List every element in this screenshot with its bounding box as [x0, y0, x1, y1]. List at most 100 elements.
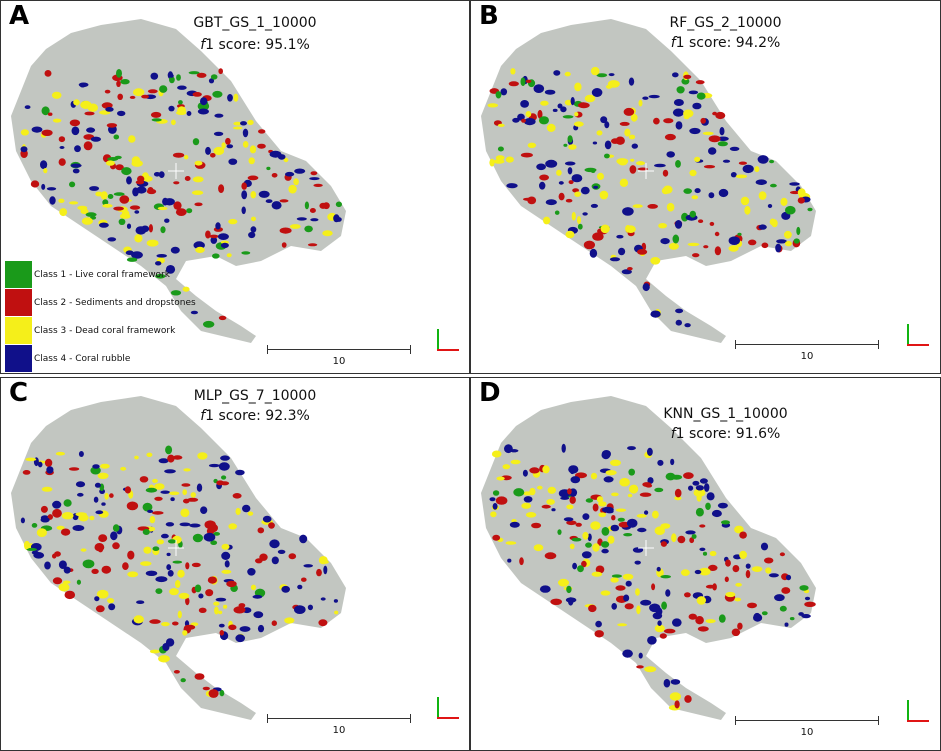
class-patch — [693, 488, 706, 497]
class-patch — [587, 533, 592, 542]
class-patch — [604, 153, 610, 159]
class-patch — [536, 163, 546, 171]
crosshair-icon — [168, 540, 184, 556]
class-patch — [183, 498, 190, 504]
class-patch — [30, 180, 40, 188]
legend-item: Class 2 - Sediments and dropstones — [5, 289, 196, 316]
class-patch — [297, 584, 303, 590]
class-patch — [544, 89, 556, 95]
class-patch — [107, 598, 115, 604]
class-patch — [730, 172, 737, 178]
class-patch — [781, 587, 791, 594]
class-patch — [717, 141, 728, 147]
class-patch — [215, 222, 221, 230]
class-patch — [789, 182, 800, 186]
class-patch — [238, 603, 246, 608]
class-patch — [539, 181, 546, 190]
class-patch — [152, 511, 164, 515]
class-patch — [556, 169, 562, 176]
class-patch — [502, 464, 511, 470]
class-patch — [523, 491, 532, 496]
class-patch — [708, 564, 718, 571]
class-patch — [554, 210, 560, 215]
class-patch — [568, 144, 577, 150]
class-patch — [304, 225, 313, 233]
class-patch — [692, 253, 700, 258]
class-patch — [618, 247, 626, 256]
class-patch — [557, 103, 563, 109]
class-patch — [121, 167, 132, 176]
class-patch — [703, 165, 716, 169]
class-patch — [505, 541, 517, 545]
class-patch — [191, 562, 201, 568]
class-patch — [761, 242, 769, 249]
class-patch — [247, 568, 256, 576]
class-patch — [147, 89, 158, 94]
class-patch — [20, 146, 28, 153]
class-patch — [233, 121, 242, 126]
class-patch — [60, 528, 71, 536]
class-patch — [149, 619, 161, 624]
class-patch — [796, 226, 801, 236]
class-patch — [583, 240, 595, 250]
class-patch — [316, 568, 322, 577]
class-patch — [755, 179, 767, 185]
class-patch — [725, 591, 736, 598]
class-patch — [221, 142, 226, 149]
class-patch — [198, 607, 207, 613]
class-patch — [124, 486, 131, 494]
class-patch — [738, 161, 747, 165]
class-patch — [592, 503, 599, 512]
legend-label: Class 2 - Sediments and dropstones — [34, 297, 196, 308]
class-patch — [619, 178, 629, 187]
class-patch — [715, 111, 726, 120]
class-patch — [69, 119, 81, 127]
class-patch — [109, 493, 114, 498]
segmentation-map — [481, 396, 816, 720]
class-patch — [158, 458, 169, 464]
class-patch — [644, 666, 657, 673]
class-patch — [218, 610, 223, 615]
class-patch — [73, 99, 80, 106]
class-patch — [108, 603, 116, 611]
class-patch — [112, 524, 120, 532]
class-patch — [62, 580, 71, 584]
class-patch — [241, 190, 248, 200]
class-patch — [198, 593, 204, 599]
class-patch — [544, 552, 557, 560]
class-patch — [574, 191, 581, 197]
class-patch — [212, 90, 223, 98]
class-patch — [129, 205, 141, 210]
class-patch — [601, 548, 609, 554]
class-patch — [178, 592, 190, 599]
class-patch — [310, 171, 318, 176]
class-patch — [97, 472, 109, 479]
class-patch — [228, 523, 237, 530]
class-patch — [597, 172, 604, 180]
class-patch — [590, 472, 598, 480]
legend-swatch — [5, 289, 32, 316]
class-patch — [49, 196, 56, 205]
scale-label: 10 — [800, 727, 814, 738]
class-patch — [623, 533, 633, 537]
class-patch — [89, 186, 100, 191]
class-patch — [747, 602, 757, 609]
class-patch — [307, 243, 318, 247]
class-patch — [23, 540, 30, 550]
class-patch — [281, 585, 291, 593]
class-patch — [687, 242, 700, 247]
class-patch — [540, 100, 549, 106]
class-patch — [135, 226, 147, 235]
class-patch — [188, 71, 200, 75]
class-patch — [232, 493, 242, 499]
class-patch — [169, 491, 180, 496]
class-patch — [547, 486, 556, 494]
class-patch — [603, 476, 614, 483]
class-patch — [577, 102, 590, 109]
class-patch — [226, 580, 237, 588]
f1-score: f1 score: 94.2% — [670, 35, 781, 51]
class-patch — [639, 492, 652, 497]
class-patch — [571, 174, 583, 183]
class-patch — [675, 308, 684, 314]
class-patch — [221, 475, 227, 480]
